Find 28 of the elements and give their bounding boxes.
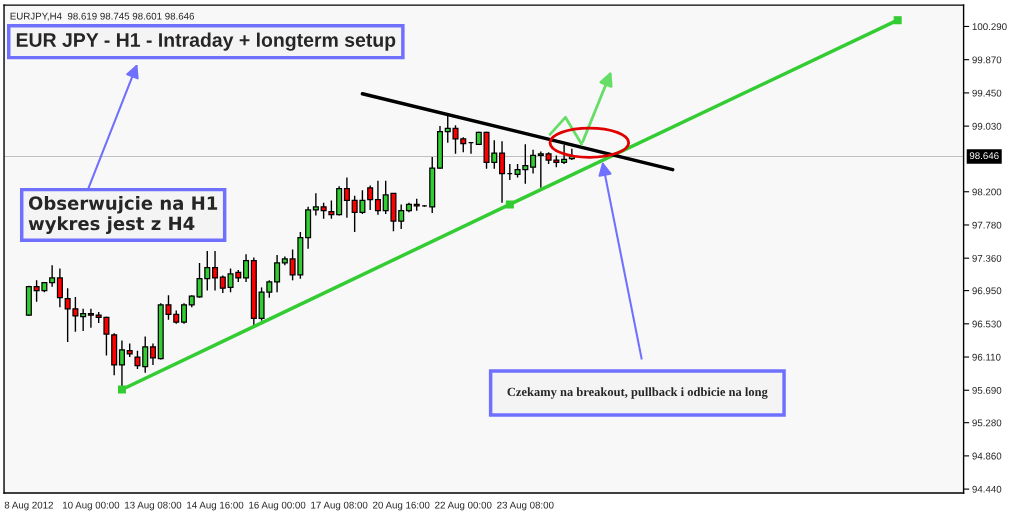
x-tick-label: 17 Aug 08:00	[311, 501, 368, 511]
text: EURJPY,H4 98.619 98.745 98.601 98.646	[10, 12, 195, 21]
y-tick-label: 94.860	[972, 452, 1002, 460]
annotation: Obserwujcie na H1 wykres jest z H4	[28, 195, 218, 234]
y-tick-label: 94.440	[972, 485, 1002, 493]
ref-line-label: 98.646	[969, 152, 999, 160]
text: EUR JPY - H1 - Intraday + longterm setup	[16, 32, 396, 51]
x-tick-label: 20 Aug 16:00	[373, 501, 430, 511]
y-tick-label: 97.780	[972, 221, 1002, 229]
y-tick-label: 95.280	[972, 419, 1002, 427]
x-tick-label: 8 Aug 2012	[4, 501, 53, 511]
x-tick-label: 16 Aug 00:00	[249, 501, 306, 511]
y-tick-label: 96.950	[972, 287, 1002, 295]
x-tick-label: 22 Aug 00:00	[435, 501, 492, 511]
annotation: Czekamy na breakout, pullback i odbicie na long	[507, 387, 768, 399]
y-tick-label: 96.530	[972, 320, 1002, 328]
y-tick-label: 96.110	[972, 353, 1001, 361]
x-tick-label: 10 Aug 00:00	[63, 501, 120, 511]
y-tick-label: 95.690	[972, 386, 1002, 394]
x-tick-label: 13 Aug 08:00	[125, 501, 182, 511]
x-tick-label: 14 Aug 16:00	[187, 501, 244, 511]
x-tick-label: 23 Aug 08:00	[497, 501, 554, 511]
y-tick-label: 99.870	[972, 56, 1002, 64]
y-tick-label: 99.450	[972, 89, 1002, 97]
y-tick-label: 97.360	[972, 254, 1002, 262]
y-tick-label: 98.200	[972, 188, 1002, 196]
y-tick-label: 100.290	[972, 23, 1007, 31]
y-tick-label: 99.030	[972, 122, 1002, 130]
